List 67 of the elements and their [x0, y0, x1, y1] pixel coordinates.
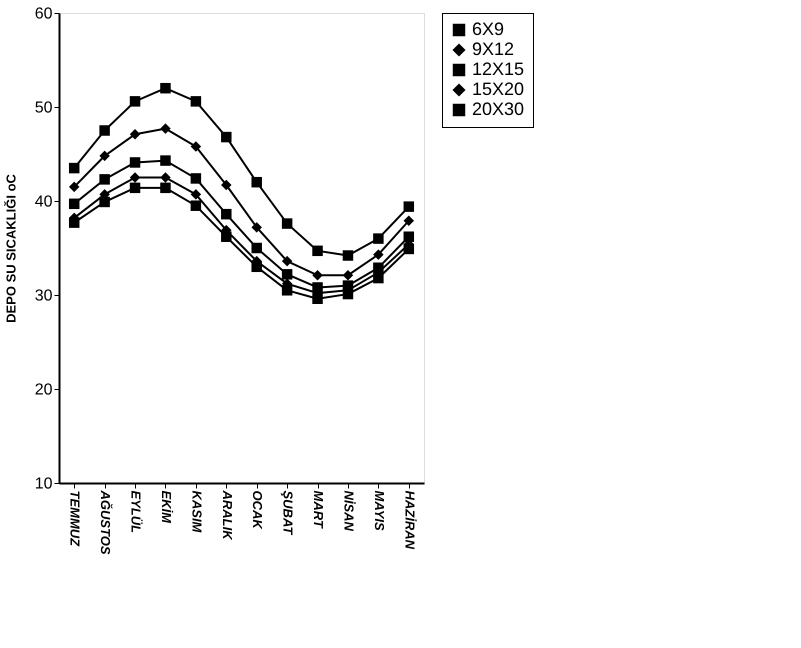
- x-tick-label: HAZİRAN: [402, 490, 418, 550]
- legend-label: 12X15: [472, 59, 524, 79]
- x-tick-label: EKİM: [158, 490, 174, 524]
- point: [190, 141, 202, 152]
- x-tick-label: EYLÜL: [128, 490, 144, 534]
- point: [160, 155, 171, 166]
- point: [221, 132, 232, 142]
- point: [312, 282, 323, 293]
- point: [312, 270, 323, 281]
- point: [99, 174, 110, 185]
- point: [130, 172, 140, 183]
- y-tick-label: 60: [34, 6, 53, 22]
- x-tick-label: NİSAN: [341, 490, 356, 532]
- point: [160, 172, 171, 183]
- x-tick-label: AĞUSTOS: [98, 490, 114, 555]
- point: [404, 215, 414, 226]
- point: [99, 196, 110, 208]
- point: [251, 222, 262, 233]
- y-tick-label: 40: [34, 194, 53, 210]
- point: [282, 269, 292, 280]
- point: [160, 82, 171, 94]
- point: [99, 150, 110, 162]
- point: [373, 233, 384, 244]
- point: [404, 201, 414, 212]
- point: [342, 270, 354, 281]
- legend-label: 15X20: [472, 79, 524, 99]
- point: [190, 200, 202, 211]
- x-tick-label: MAYIS: [372, 490, 387, 532]
- x-tick-label: ŞUBAT: [280, 490, 296, 536]
- point: [130, 129, 140, 140]
- point: [68, 162, 80, 174]
- x-tick-label: ARALIK: [220, 490, 235, 542]
- point: [160, 123, 171, 134]
- point: [282, 256, 292, 266]
- point: [251, 176, 262, 188]
- point: [342, 280, 354, 291]
- legend-label: 20X30: [472, 99, 524, 119]
- legend-label: 6X9: [472, 19, 504, 39]
- y-tick-label: 30: [34, 288, 53, 304]
- point: [342, 250, 354, 261]
- point: [68, 198, 80, 210]
- point: [130, 182, 140, 194]
- x-tick-label: MART: [311, 490, 326, 529]
- x-tick-label: KASIM: [189, 490, 204, 534]
- x-tick-label: TEMMUZ: [68, 490, 83, 548]
- y-tick-label: 10: [34, 476, 53, 492]
- y-tick-label: 20: [34, 382, 53, 398]
- point: [373, 262, 384, 273]
- y-axis-title: DEPO SU SICAKLIĞI oC: [4, 174, 19, 323]
- point: [282, 218, 292, 229]
- point: [190, 189, 202, 200]
- point: [221, 180, 232, 190]
- point: [190, 173, 202, 184]
- legend-label: 9X12: [472, 39, 514, 59]
- y-tick-label: 50: [34, 100, 53, 116]
- point: [99, 125, 110, 136]
- point: [130, 96, 140, 107]
- point: [160, 182, 171, 194]
- point: [312, 246, 323, 256]
- point: [373, 249, 384, 260]
- point: [130, 157, 140, 168]
- point: [190, 96, 202, 107]
- point: [221, 208, 232, 220]
- x-tick-label: OCAK: [250, 490, 266, 530]
- point: [251, 242, 262, 254]
- point: [404, 231, 414, 242]
- point: [68, 182, 80, 192]
